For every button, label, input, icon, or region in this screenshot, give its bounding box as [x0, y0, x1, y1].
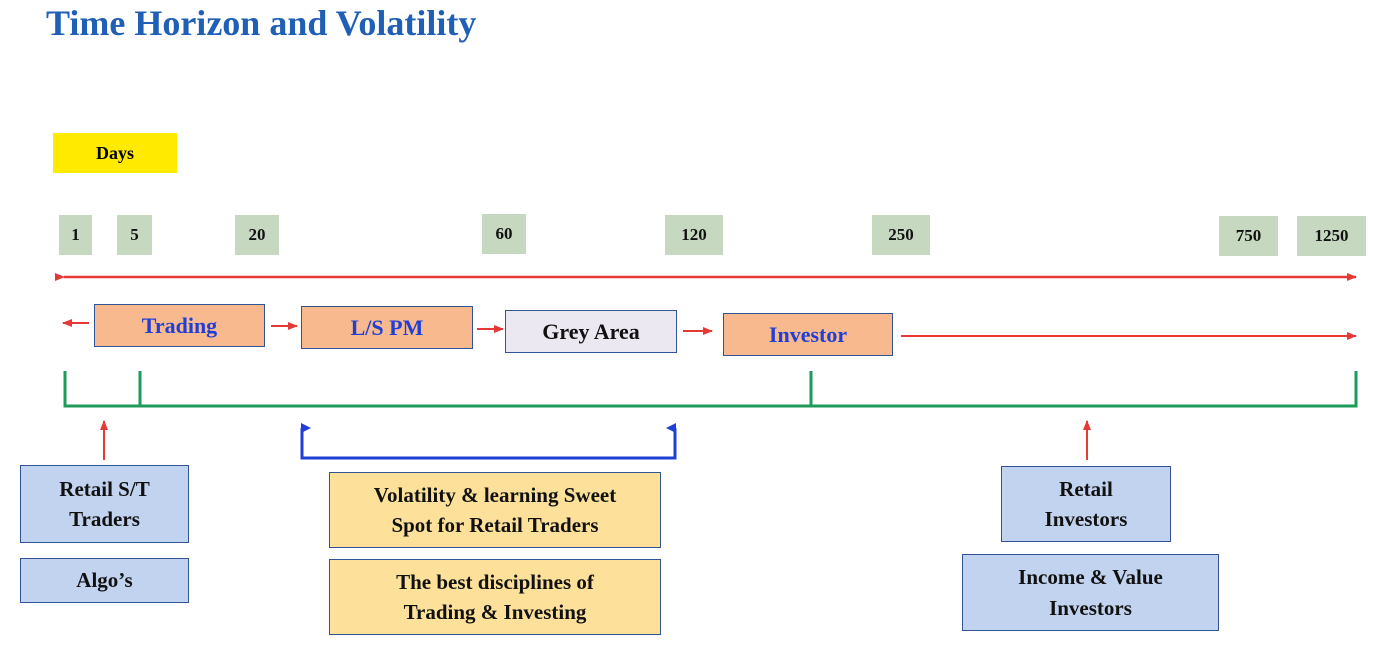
box-best-disciplines: The best disciplines of Trading & Invest…	[329, 559, 661, 635]
stage-ls-pm: L/S PM	[301, 306, 473, 349]
box-line: Traders	[69, 507, 140, 531]
tick-60: 60	[482, 214, 526, 254]
box-line: Trading & Investing	[403, 600, 587, 624]
box-line: Investors	[1044, 507, 1128, 531]
box-line: The best disciplines of	[396, 569, 594, 594]
tick-120: 120	[665, 215, 723, 255]
tick-250: 250	[872, 215, 930, 255]
box-line: Retail	[1059, 476, 1113, 501]
box-retail-investors: Retail Investors	[1001, 466, 1171, 542]
tick-5: 5	[117, 215, 152, 255]
box-line: Volatility & learning Sweet	[373, 482, 617, 507]
tick-750: 750	[1219, 216, 1278, 256]
stage-investor: Investor	[723, 313, 893, 356]
blue-bracket	[300, 423, 677, 460]
tick-1: 1	[59, 215, 92, 255]
box-line: Spot for Retail Traders	[391, 513, 599, 537]
stage-trading: Trading	[94, 304, 265, 347]
box-income-value: Income & Value Investors	[962, 554, 1219, 631]
tick-1250: 1250	[1297, 216, 1366, 256]
box-sweet-spot: Volatility & learning Sweet Spot for Ret…	[329, 472, 661, 548]
box-line: Retail S/T	[59, 476, 150, 501]
tick-20: 20	[235, 215, 279, 255]
box-algos: Algo’s	[20, 558, 189, 603]
stage-grey-area: Grey Area	[505, 310, 677, 353]
box-retail-st-traders: Retail S/T Traders	[20, 465, 189, 543]
page-title: Time Horizon and Volatility	[46, 3, 477, 43]
green-bracket	[63, 371, 1358, 408]
days-label: Days	[53, 133, 177, 173]
box-line: Investors	[1049, 595, 1132, 620]
box-line: Income & Value	[1018, 565, 1163, 590]
